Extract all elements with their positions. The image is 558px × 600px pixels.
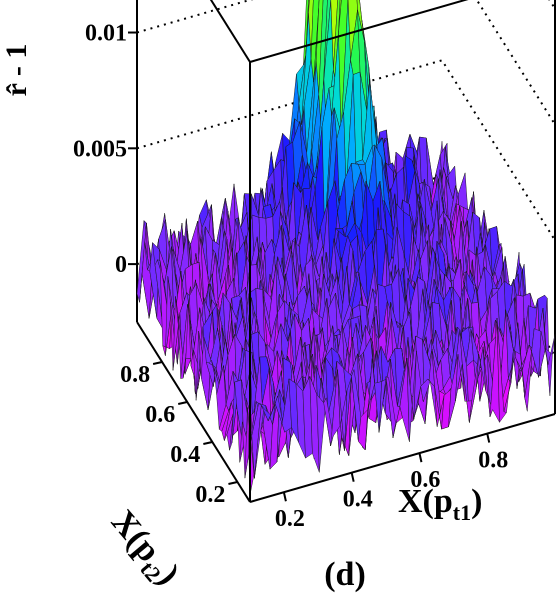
surface-cell <box>315 0 324 95</box>
svg-text:X(pt1): X(pt1) <box>398 483 482 525</box>
x-tick-label: 0.6 <box>410 467 440 493</box>
z-tick-label: 0 <box>115 252 127 278</box>
surface-cell <box>545 334 556 365</box>
back-wall-outline <box>136 0 556 414</box>
y-tick-label: 0.8 <box>120 362 150 388</box>
y-tick <box>203 441 213 445</box>
x-tick <box>486 433 491 443</box>
surface-cell <box>313 0 320 83</box>
back-walls <box>136 0 556 503</box>
top-left-edge <box>209 0 251 63</box>
x-tick-label: 0.4 <box>343 487 373 513</box>
z-gridline <box>136 59 556 241</box>
y-tick <box>228 481 238 485</box>
x-tick-label: 0.8 <box>478 448 508 474</box>
x-axis-label: X(pt1) <box>398 483 482 525</box>
x-tick-label: 0.2 <box>275 506 305 532</box>
floor-left-edge <box>136 321 251 503</box>
x-axis-label-sub: t1 <box>453 500 471 525</box>
surface-cell <box>303 0 309 65</box>
x-tick <box>350 472 355 482</box>
x-tick <box>418 452 423 463</box>
svg-text:X(pt2): X(pt2) <box>100 503 186 595</box>
x-axis-label-close: ) <box>471 483 482 520</box>
front-top-edge <box>249 0 469 63</box>
z-tick-label: 0.01 <box>85 21 127 47</box>
y-axis-label: X(pt2) <box>100 503 187 595</box>
surface-cell <box>308 0 314 59</box>
x-tick <box>282 492 287 502</box>
y-tick-label: 0.2 <box>195 482 225 508</box>
y-tick-label: 0.4 <box>170 442 200 468</box>
y-tick <box>152 361 163 365</box>
z-axis-label: r̂ - 1 <box>0 44 33 97</box>
z-gridline <box>136 0 556 126</box>
floor-front-edge <box>249 413 556 503</box>
x-axis-label-main: X(p <box>398 483 453 520</box>
panel-label: (d) <box>324 556 366 593</box>
surface-cell <box>330 0 338 70</box>
y-tick <box>178 401 188 405</box>
surface-mesh <box>136 0 556 496</box>
front-frame <box>209 0 556 503</box>
y-tick-label: 0.6 <box>145 402 175 428</box>
z-tick-label: 0.005 <box>73 136 127 162</box>
surface-cell <box>333 0 341 85</box>
